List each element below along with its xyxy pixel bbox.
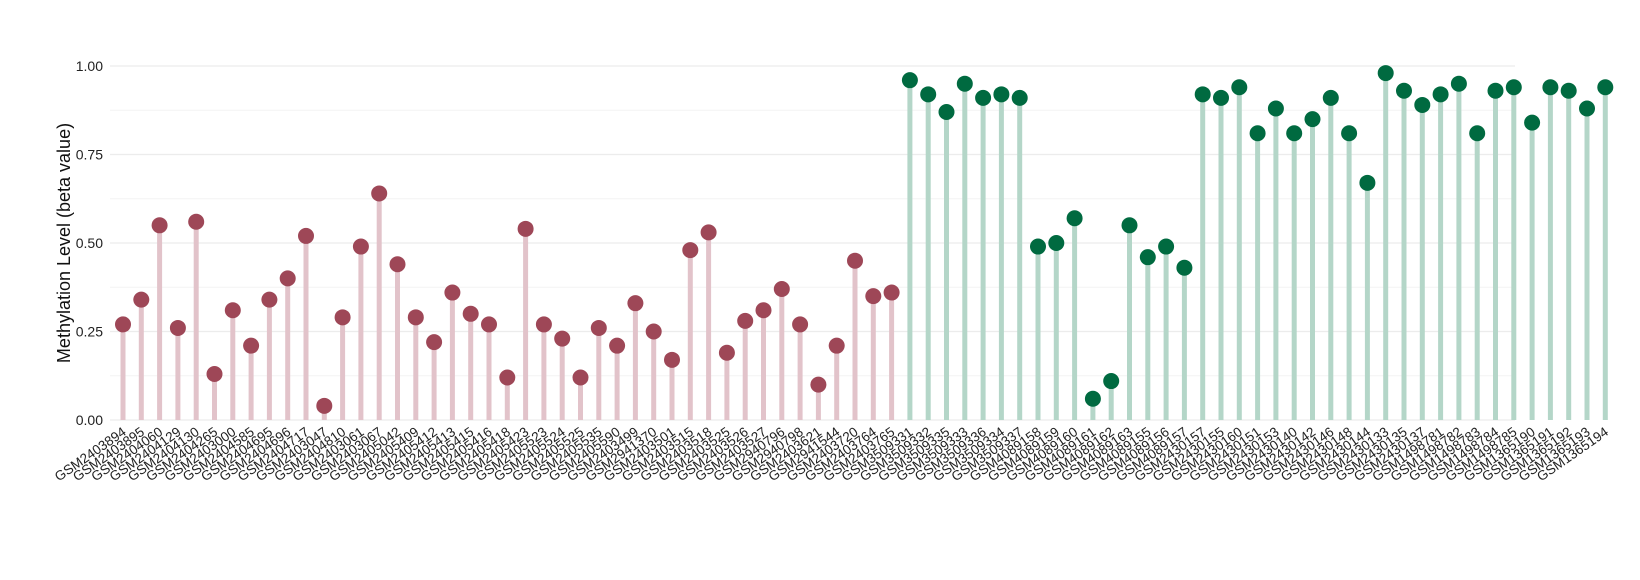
lollipop-point — [865, 288, 882, 305]
lollipop-point — [1103, 373, 1120, 390]
stems — [120, 73, 1608, 420]
lollipop-point — [1359, 174, 1376, 191]
lollipop-point — [700, 224, 717, 241]
lollipop-point — [1066, 210, 1083, 227]
y-axis-ticks: 0.00 0.25 0.50 0.75 1.00 — [76, 58, 103, 428]
lollipop-point — [810, 376, 827, 393]
lollipop-point — [298, 227, 314, 244]
lollipop-point — [1341, 125, 1358, 142]
lollipop-point — [572, 369, 589, 386]
lollipop-point — [334, 309, 351, 326]
lollipop-point — [371, 185, 388, 202]
y-tick-label: 1.00 — [76, 58, 103, 74]
lollipop-point — [444, 284, 461, 301]
lollipop-point — [975, 89, 992, 106]
lollipop-point — [993, 86, 1010, 103]
lollipop-point — [1176, 259, 1193, 276]
lollipop-point — [1560, 82, 1577, 99]
lollipop-point — [1414, 96, 1431, 113]
lollipop-point — [1450, 75, 1467, 92]
lollipop-point — [316, 397, 333, 414]
lollipop-point — [426, 334, 443, 351]
lollipop-point — [115, 316, 131, 333]
lollipop-point — [188, 213, 205, 230]
lollipop-point — [169, 319, 186, 336]
lollipop-point — [1396, 82, 1412, 99]
lollipop-point — [828, 337, 845, 354]
lollipop-point — [1322, 89, 1339, 106]
lollipop-point — [664, 351, 680, 368]
lollipop-point — [901, 72, 918, 89]
lollipop-point — [1542, 79, 1559, 96]
lollipop-point — [1194, 86, 1211, 103]
lollipop-point — [1597, 79, 1614, 96]
lollipop-point — [609, 337, 626, 354]
lollipop-point — [1304, 111, 1321, 128]
lollipop-point — [755, 302, 772, 319]
lollipop-point — [462, 305, 479, 322]
lollipop-point — [682, 242, 699, 259]
lollipop-point — [1524, 114, 1541, 131]
lollipop-point — [627, 295, 644, 312]
lollipop-point — [590, 319, 607, 336]
lollipop-point — [737, 312, 754, 329]
lollipop-point — [407, 309, 424, 326]
lollipop-point — [1432, 86, 1449, 103]
lollipop-point — [1487, 82, 1504, 99]
lollipop-point — [1048, 235, 1065, 251]
lollipop-point — [1249, 125, 1266, 142]
lollipop-point — [224, 302, 241, 319]
lollipop-point — [1505, 79, 1522, 96]
lollipop-point — [1121, 217, 1138, 234]
lollipop-point — [151, 217, 168, 234]
lollipop-point — [517, 220, 534, 237]
lollipop-point — [1286, 125, 1303, 142]
lollipop-point — [499, 369, 516, 386]
y-axis-title: Methylation Level (beta value) — [54, 123, 74, 363]
lollipop-point — [133, 291, 150, 308]
lollipop-point — [792, 316, 809, 333]
lollipop-point — [279, 270, 296, 287]
lollipop-point — [261, 291, 278, 308]
lollipop-point — [1084, 390, 1101, 407]
lollipop-point — [1011, 89, 1028, 106]
lollipop-point — [883, 284, 900, 301]
lollipop-point — [956, 75, 973, 92]
lollipop-point — [206, 365, 223, 382]
lollipop-point — [535, 316, 552, 333]
lollipop-point — [1139, 249, 1156, 266]
lollipop-point — [554, 330, 571, 347]
lollipop-point — [481, 316, 497, 333]
lollipop-point — [1030, 238, 1046, 255]
lollipop-point — [1231, 79, 1248, 96]
y-tick-label: 0.00 — [76, 412, 103, 428]
x-axis-labels: GSM2403894GSM2403895GSM2404060GSM2404129… — [52, 424, 1612, 484]
lollipop-point — [1158, 238, 1175, 255]
grid-lines — [110, 65, 1515, 421]
lollipop-point — [243, 337, 260, 354]
lollipop-point — [389, 256, 406, 273]
lollipop-point — [1579, 100, 1595, 117]
y-tick-label: 0.50 — [76, 235, 103, 251]
lollipop-point — [920, 86, 937, 103]
lollipop-point — [847, 252, 863, 269]
lollipop-point — [938, 104, 955, 121]
lollipop-point — [1267, 100, 1284, 117]
lollipop-point — [1377, 65, 1394, 82]
points — [115, 65, 1614, 414]
lollipop-point — [773, 281, 790, 298]
lollipop-point — [645, 323, 662, 340]
lollipop-point — [718, 344, 735, 361]
y-tick-label: 0.25 — [76, 324, 103, 340]
lollipop-point — [352, 238, 369, 255]
lollipop-point — [1213, 89, 1229, 106]
lollipop-point — [1469, 125, 1486, 142]
y-tick-label: 0.75 — [76, 147, 103, 163]
